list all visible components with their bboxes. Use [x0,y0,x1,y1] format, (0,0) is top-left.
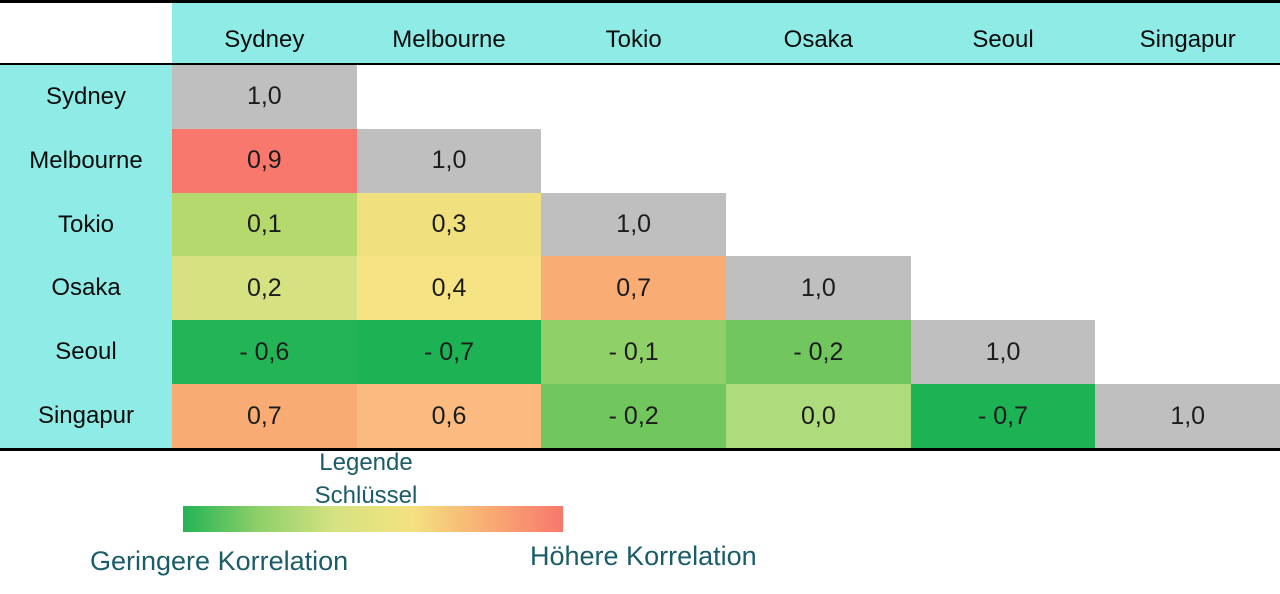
matrix-cell: 1,0 [541,192,727,257]
matrix-row-tokio: Tokio 0,1 0,3 1,0 [0,192,1280,257]
matrix-cell: 0,9 [172,128,357,193]
column-header-singapur: Singapur [1139,26,1236,53]
empty-cell [911,65,1096,129]
matrix-cell: 0,2 [172,256,357,321]
matrix-cell: 1,0 [726,256,911,321]
empty-cell [541,65,726,129]
empty-cell [1095,320,1280,384]
empty-cell [357,65,542,129]
matrix-cell: 1,0 [1095,384,1280,448]
matrix-row-seoul: Seoul - 0,6- 0,7- 0,1- 0,2 1,0 [0,320,1280,385]
matrix-cell: 0,1 [172,192,357,257]
row-label-osaka: Osaka [0,256,172,321]
top-border-line [0,0,1280,3]
legend-low-label: Geringere Korrelation [90,546,349,576]
matrix-cell: - 0,7 [910,384,1096,448]
column-header-seoul: Seoul [972,26,1034,53]
column-header-tokio: Tokio [605,26,662,53]
matrix-row-singapur: Singapur 0,7 0,6- 0,2 0,0- 0,7 1,0 [0,384,1280,448]
row-label-seoul: Seoul [0,320,172,385]
matrix-cell: - 0,6 [172,320,357,385]
header-divider-line [0,63,1280,65]
matrix-cell: 1,0 [910,320,1096,385]
matrix-cell: 1,0 [356,128,542,193]
legend-title: Legende Schlüssel [170,446,562,512]
empty-cell [1095,65,1280,129]
legend-title-line1: Legende [319,449,413,476]
matrix-cell: - 0,1 [541,320,727,385]
matrix-body: Sydney 1,0 Melbourne 0,9 1,0 Tokio 0,1 0,3 1,0 Os… [0,65,1280,448]
row-label-sydney: Sydney [0,65,172,129]
row-label-melbourne: Melbourne [0,128,172,193]
empty-cell [726,129,911,193]
matrix-cell: - 0,2 [726,320,911,385]
matrix-cell: - 0,7 [356,320,542,385]
matrix-cell: 0,4 [356,256,542,321]
header-band: Sydney Melbourne Tokio Osaka Seoul Singapur [172,3,1280,63]
row-label-singapur: Singapur [0,384,172,448]
matrix-row-sydney: Sydney 1,0 [0,65,1280,129]
empty-cell [911,129,1096,193]
matrix-cell: 0,6 [356,384,542,448]
column-header-osaka: Osaka [783,26,854,53]
matrix-cell: 0,7 [541,256,727,321]
empty-cell [911,193,1096,257]
legend-gradient-bar [183,506,563,532]
column-header-sydney: Sydney [224,26,305,53]
empty-cell [911,256,1096,320]
header-corner-spacer [0,3,172,63]
matrix-row-osaka: Osaka 0,2 0,4 0,7 1,0 [0,256,1280,321]
row-label-tokio: Tokio [0,192,172,257]
empty-cell [726,65,911,129]
matrix-cell: - 0,2 [541,384,727,448]
matrix-cell: 0,3 [356,192,542,257]
matrix-cell: 1,0 [172,65,357,129]
column-header-melbourne: Melbourne [392,26,506,53]
empty-cell [1095,256,1280,320]
column-header-row: Sydney Melbourne Tokio Osaka Seoul Singapur [0,3,1280,63]
matrix-row-melbourne: Melbourne 0,9 1,0 [0,128,1280,193]
empty-cell [726,193,911,257]
matrix-bottom-border-line [0,448,1280,451]
matrix-cell: 0,7 [172,384,357,448]
empty-cell [1095,193,1280,257]
matrix-cell: 0,0 [726,384,911,448]
empty-cell [1095,129,1280,193]
empty-cell [541,129,726,193]
legend-title-line2: Schlüssel [314,482,418,509]
legend-high-label: Höhere Korrelation [530,541,757,571]
